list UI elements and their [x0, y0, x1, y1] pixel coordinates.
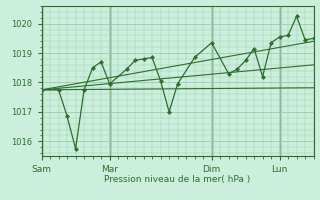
X-axis label: Pression niveau de la mer( hPa ): Pression niveau de la mer( hPa ) [104, 175, 251, 184]
